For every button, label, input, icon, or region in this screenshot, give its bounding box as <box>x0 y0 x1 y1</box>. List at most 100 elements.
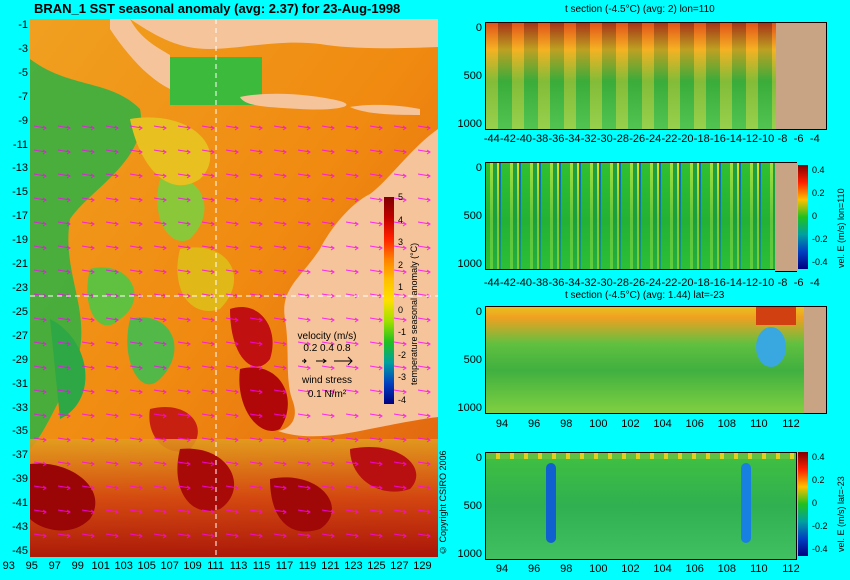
map-title: BRAN_1 SST seasonal anomaly (avg: 2.37) … <box>34 1 401 16</box>
longitude-tick-label: 123 <box>344 560 363 572</box>
latitude-tick-label: -14 <box>726 277 742 289</box>
longitude-tick-label: 110 <box>750 563 768 575</box>
velocity-arrows-icon <box>302 356 353 366</box>
velocity-legend-title: velocity (m/s) <box>297 331 357 342</box>
depth-tick-label: 0 <box>475 162 482 174</box>
sst-anomaly-map[interactable] <box>30 19 438 557</box>
map-colorbar-ticks: 5 4 3 2 1 0 -1 -2 -3 -4 <box>396 192 410 407</box>
latitude-tick-label: -22 <box>661 277 678 289</box>
latitude-tick-label: -40 <box>516 277 533 289</box>
latitude-tick-label: -26 <box>629 133 646 145</box>
latitude-tick-label: -4 <box>809 133 820 145</box>
latitude-tick-label: -34 <box>564 133 581 145</box>
latitude-tick-label: -15 <box>12 186 28 199</box>
velocity-colorbar-tick: 0.2 <box>812 188 825 198</box>
latitude-tick-label: -42 <box>499 133 516 145</box>
velocity-colorbar-tick: 0 <box>812 498 818 508</box>
longitude-tick-label: 102 <box>621 563 640 575</box>
map-colorbar-tick: 5 <box>398 192 404 202</box>
longitude-axis: 93 95 97 99 101 103 105 107 109 111 113 115 117 119 12… <box>0 560 440 578</box>
longitude-tick-label: 96 <box>527 563 541 575</box>
panel1-land <box>776 23 826 129</box>
longitude-tick-label: 96 <box>527 418 541 430</box>
panel3-cold-anomaly <box>756 327 786 367</box>
depth-tick-label: 1000 <box>457 402 482 414</box>
longitude-tick-label: 107 <box>160 560 179 572</box>
map-colorbar-tick: 1 <box>398 282 404 293</box>
velocity-legend-values: 0.2 0.4 0.8 <box>303 343 351 354</box>
latitude-tick-label: -4 <box>809 277 820 289</box>
map-colorbar-tick: -4 <box>398 395 407 405</box>
longitude-tick-label: 94 <box>495 563 509 575</box>
panel2-velocity-section[interactable] <box>485 162 777 270</box>
velocity-colorbar-tick: 0.2 <box>812 475 825 485</box>
depth-tick-label: 500 <box>463 354 482 366</box>
velocity-colorbar-tick: 0.4 <box>812 165 825 175</box>
panel3-warm-anomaly <box>756 307 796 325</box>
latitude-tick-label: -38 <box>532 133 549 145</box>
latitude-tick-label: -44 <box>483 133 500 145</box>
latitude-tick-label: -12 <box>742 133 759 145</box>
longitude-tick-label: 112 <box>782 563 800 575</box>
longitude-tick-label: 100 <box>589 563 608 575</box>
latitude-tick-label: -25 <box>12 305 28 318</box>
longitude-tick-label: 127 <box>390 560 409 572</box>
latitude-tick-label: -14 <box>726 133 742 145</box>
velocity-colorbar-tick: -0.2 <box>812 521 828 531</box>
latitude-tick-label: -20 <box>677 133 694 145</box>
longitude-tick-label: 102 <box>621 418 640 430</box>
latitude-tick-label: -20 <box>677 277 694 289</box>
longitude-tick-label: 95 <box>25 560 38 572</box>
latitude-tick-label: -5 <box>18 66 28 79</box>
velocity-colorbar-tick: 0.4 <box>812 452 825 462</box>
latitude-tick-label: -45 <box>12 545 28 557</box>
latitude-axis: -1 -3 -5 -7 -9 -11 -13 -15 -17 -19 -21 -23 -25 -27 -29… <box>0 19 30 557</box>
panel3-temperature-section[interactable] <box>485 306 827 414</box>
latitude-tick-label: -30 <box>596 277 613 289</box>
longitude-tick-label: 121 <box>321 560 340 572</box>
latitude-tick-label: -7 <box>18 90 28 103</box>
latitude-tick-label: -36 <box>548 133 565 145</box>
panel4-velocity-section[interactable] <box>485 452 797 560</box>
depth-tick-label: 500 <box>463 500 482 512</box>
panel4-x-axis: 94 96 98 100 102 104 106 108 110 112 <box>485 563 825 577</box>
longitude-tick-label: 111 <box>207 560 224 572</box>
longitude-tick-label: 105 <box>137 560 156 572</box>
longitude-tick-label: 100 <box>589 418 608 430</box>
map-colorbar-tick: -1 <box>398 327 407 338</box>
longitude-tick-label: 113 <box>229 560 248 572</box>
depth-tick-label: 1000 <box>457 258 482 270</box>
map-colorbar-tick: 3 <box>398 237 404 248</box>
latitude-tick-label: -35 <box>12 425 28 438</box>
latitude-tick-label: -10 <box>758 277 775 289</box>
latitude-tick-label: -8 <box>777 133 788 145</box>
map-colorbar-tick: -3 <box>398 372 407 383</box>
panel4-colorbar-ticks: 0.4 0.2 0 -0.2 -0.4 <box>810 452 834 556</box>
latitude-tick-label: -33 <box>12 401 28 414</box>
latitude-tick-label: -38 <box>532 277 549 289</box>
copyright-text: © Copyright CSIRO 2006 <box>438 450 448 555</box>
latitude-tick-label: -1 <box>18 19 28 31</box>
latitude-tick-label: -21 <box>12 258 28 271</box>
depth-tick-label: 500 <box>463 70 482 82</box>
longitude-tick-label: 112 <box>782 418 800 430</box>
panel1-temperature-section[interactable] <box>485 22 827 130</box>
longitude-tick-label: 108 <box>717 418 736 430</box>
latitude-tick-label: -6 <box>793 133 804 145</box>
panel1-y-axis: 0 500 1000 <box>450 22 484 130</box>
latitude-tick-label: -37 <box>12 449 28 462</box>
latitude-tick-label: -44 <box>483 277 500 289</box>
depth-tick-label: 0 <box>475 306 482 318</box>
latitude-tick-label: -36 <box>548 277 565 289</box>
latitude-tick-label: -8 <box>777 277 788 289</box>
longitude-tick-label: 109 <box>183 560 202 572</box>
longitude-tick-label: 93 <box>2 560 15 572</box>
longitude-tick-label: 119 <box>298 560 317 572</box>
depth-tick-label: 0 <box>475 452 482 464</box>
latitude-tick-label: -29 <box>12 353 28 366</box>
latitude-tick-label: -28 <box>613 133 629 145</box>
latitude-tick-label: -31 <box>12 377 28 390</box>
panel2-land <box>775 162 797 272</box>
panel4-colorbar <box>798 452 808 556</box>
latitude-tick-label: -13 <box>12 162 28 175</box>
